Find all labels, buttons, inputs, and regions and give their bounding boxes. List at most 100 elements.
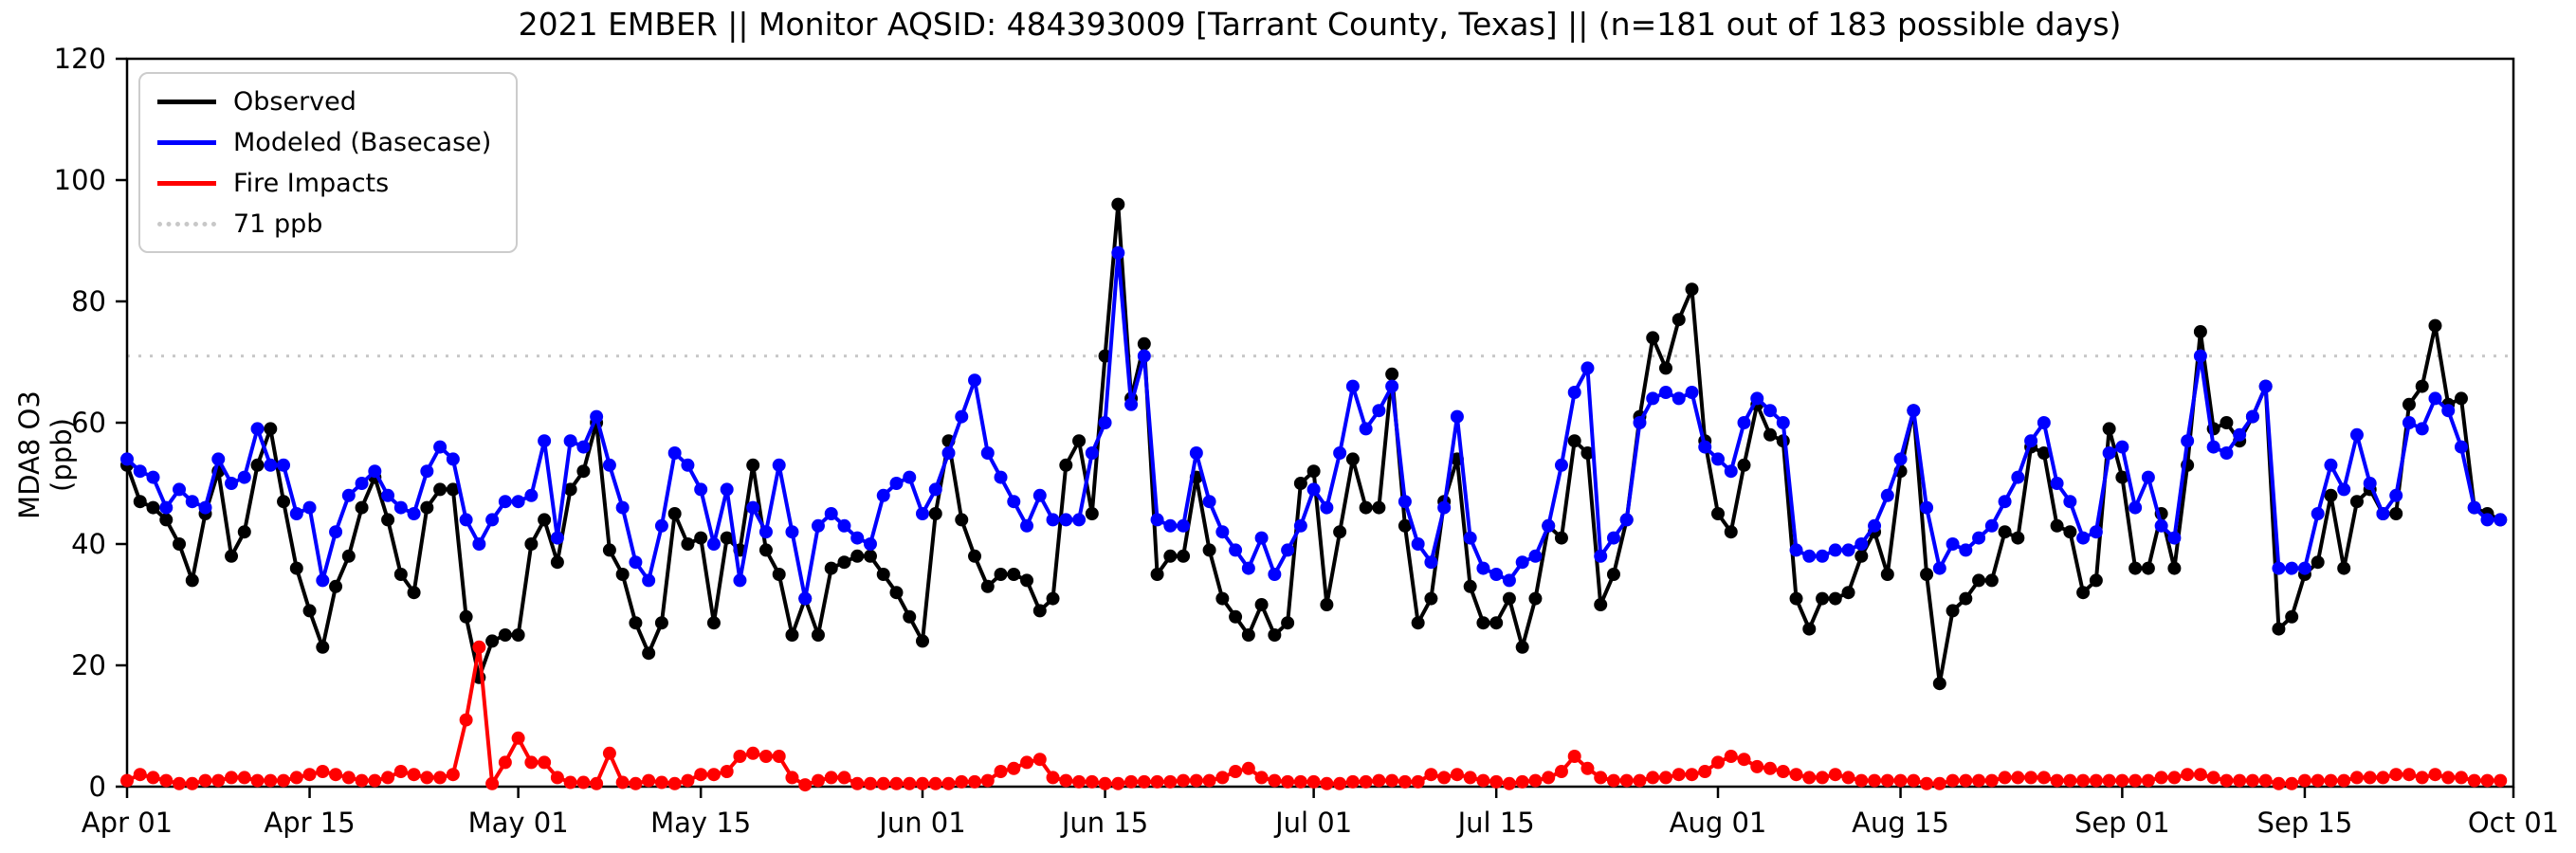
fire-impacts-marker (277, 773, 291, 788)
fire-impacts-marker (1359, 774, 1373, 789)
fire-impacts-marker (1111, 776, 1125, 790)
observed-marker (903, 609, 917, 624)
modeled-basecase-marker (1124, 397, 1139, 411)
observed-marker (1763, 427, 1778, 442)
fire-impacts-marker (2128, 773, 2143, 788)
observed-marker (393, 568, 408, 581)
fire-impacts-marker (1020, 755, 1034, 770)
modeled-basecase-marker (1268, 568, 1282, 581)
observed-marker (329, 579, 343, 593)
observed-marker (1946, 604, 1960, 618)
observed-marker (1411, 616, 1425, 630)
modeled-basecase-marker (772, 458, 786, 472)
fire-impacts-marker (2089, 773, 2103, 788)
fire-impacts-marker (368, 773, 382, 788)
observed-marker (264, 422, 278, 436)
observed-marker (1998, 525, 2012, 539)
observed-marker (420, 500, 434, 515)
fire-impacts-marker (772, 750, 786, 763)
fire-impacts-marker (498, 755, 512, 770)
y-tick-label: 80 (71, 285, 106, 318)
observed-marker (1554, 531, 1568, 545)
observed-marker (1789, 591, 1803, 606)
modeled-basecase-marker (237, 470, 251, 484)
observed-marker (2454, 391, 2468, 406)
fire-impacts-marker (654, 775, 668, 789)
observed-marker (1293, 477, 1307, 490)
modeled-basecase-marker (2311, 507, 2325, 520)
fire-impacts-marker (1424, 768, 1438, 782)
fire-impacts-marker (1306, 774, 1321, 789)
x-tick-label: Oct 01 (2468, 807, 2559, 839)
fire-impacts-marker (550, 771, 564, 785)
modeled-basecase-marker (2467, 500, 2481, 515)
modeled-basecase-marker (1202, 495, 1216, 509)
modeled-basecase-marker (368, 464, 382, 479)
observed-marker (1984, 573, 1999, 588)
observed-marker (1646, 331, 1660, 345)
fire-impacts-marker (667, 776, 682, 790)
fire-impacts-marker (824, 771, 838, 785)
modeled-basecase-marker (1554, 458, 1568, 472)
observed-marker (250, 458, 265, 472)
modeled-basecase-marker (1594, 549, 1608, 563)
fire-impacts-marker (798, 778, 813, 792)
modeled-basecase-marker (2076, 531, 2091, 545)
fire-impacts-marker (381, 771, 395, 785)
observed-marker (1215, 591, 1230, 606)
observed-marker (785, 628, 799, 642)
fire-impacts-marker (1411, 774, 1425, 789)
fire-impacts-marker (420, 771, 434, 785)
observed-marker (2076, 586, 2091, 600)
observed-marker (289, 561, 303, 575)
modeled-basecase-marker (2363, 477, 2377, 490)
modeled-basecase-marker (433, 440, 448, 454)
modeled-basecase-marker (1893, 452, 1908, 466)
fire-impacts-marker (302, 768, 317, 782)
modeled-basecase-marker (837, 518, 851, 533)
modeled-basecase-marker (393, 500, 408, 515)
y-tick-label: 0 (89, 771, 106, 803)
modeled-basecase-marker (302, 500, 317, 515)
modeled-basecase-marker (758, 525, 773, 539)
fire-impacts-marker (1932, 776, 1946, 790)
fire-impacts-marker (198, 773, 212, 788)
fire-impacts-marker (876, 776, 890, 790)
fire-impacts-marker (1542, 771, 1556, 785)
fire-impacts-marker (928, 776, 942, 790)
observed-marker (498, 628, 512, 642)
observed-marker (1137, 336, 1151, 351)
modeled-basecase-marker (1750, 391, 1764, 406)
modeled-basecase-marker (459, 513, 473, 527)
modeled-basecase-marker (2102, 446, 2116, 460)
legend-line-swatch (157, 180, 216, 186)
fire-impacts-marker (1998, 771, 2012, 785)
fire-impacts-marker (446, 768, 460, 782)
modeled-basecase-marker (654, 518, 668, 533)
observed-marker (185, 573, 199, 588)
fire-impacts-marker (538, 755, 552, 770)
observed-marker (2415, 379, 2429, 393)
observed-marker (1320, 598, 1334, 611)
modeled-basecase-marker (681, 458, 695, 472)
observed-marker (1567, 434, 1581, 448)
fire-impacts-marker (863, 776, 877, 790)
observed-marker (955, 513, 969, 527)
observed-marker (341, 549, 356, 563)
modeled-basecase-marker (2011, 470, 2025, 484)
y-tick-label: 20 (71, 649, 106, 681)
fire-impacts-marker (1098, 776, 1112, 790)
fire-impacts-marker (941, 776, 956, 790)
fire-impacts-marker (968, 774, 982, 789)
fire-impacts-marker (472, 640, 486, 654)
modeled-basecase-marker (1515, 555, 1529, 570)
observed-marker (876, 568, 890, 581)
modeled-basecase-marker (185, 495, 199, 509)
legend-line-swatch (157, 99, 216, 104)
observed-marker (837, 555, 851, 570)
fire-impacts-marker (837, 771, 851, 785)
legend-label: Modeled (Basecase) (233, 127, 492, 157)
modeled-basecase-marker (2349, 427, 2364, 442)
fire-impacts-marker (173, 776, 187, 790)
fire-impacts-marker (1345, 774, 1360, 789)
